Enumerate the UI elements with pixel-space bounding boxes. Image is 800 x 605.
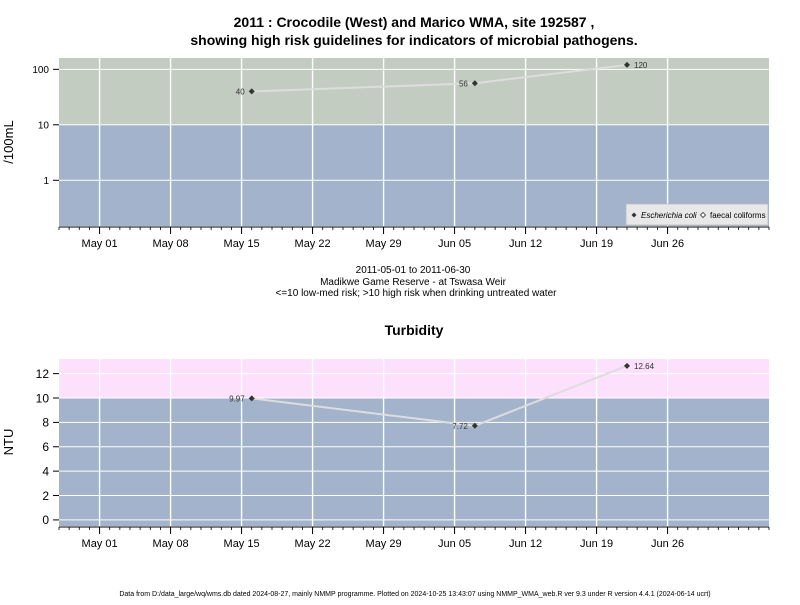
x-tick-label: May 15 [224, 538, 260, 550]
data-point [248, 88, 255, 95]
y-axis-label: /100mL [1, 120, 16, 163]
gridlines [59, 359, 769, 526]
x-tick-label: May 08 [153, 238, 189, 250]
legend-marker-faecal-coliforms [699, 211, 707, 219]
data-point [248, 395, 255, 402]
data-point [624, 362, 630, 369]
data-label: 56 [459, 79, 468, 88]
low-risk-band [59, 398, 769, 526]
data-label: 120 [634, 61, 648, 70]
data-label: 7.72 [452, 422, 468, 431]
y-tick-label: 12 [36, 367, 50, 381]
x-tick-label: Jun 05 [438, 238, 471, 250]
x-tick-label: May 15 [224, 238, 260, 250]
y-tick-label: 0 [42, 513, 49, 527]
data-point [624, 61, 630, 68]
y-axis-label: NTU [1, 429, 16, 456]
x-tick-label: May 22 [295, 238, 331, 250]
y-tick-label: 8 [42, 416, 49, 430]
y-axis-ticks: 1 10 100 [32, 65, 59, 187]
legend-label-escherichia-coli: Escherichia coli [641, 211, 697, 220]
series-turbidity: 9.97 7.72 12.64 [229, 362, 654, 431]
data-label: 9.97 [229, 394, 245, 403]
high-risk-band [59, 58, 769, 125]
site-caption: Madikwe Game Reserve - at Tswasa Weir [320, 277, 506, 288]
microbial-panel: May 01 May 08 May 15 May 22 May 29 Jun 05 Jun … [1, 58, 770, 250]
y-tick-label: 10 [36, 391, 50, 405]
y-tick-label: 4 [42, 464, 49, 478]
data-point [471, 422, 478, 429]
x-tick-label: May 01 [82, 538, 118, 550]
risk-caption: <=10 low-med risk; >10 high risk when dr… [276, 288, 558, 299]
data-label: 40 [236, 87, 245, 96]
x-tick-label: Jun 12 [509, 238, 542, 250]
x-tick-label: Jun 05 [438, 538, 471, 550]
x-tick-label: May 22 [295, 538, 331, 550]
x-tick-label: Jun 12 [509, 538, 542, 550]
x-tick-label: May 08 [153, 538, 189, 550]
date-range-caption: 2011-05-01 to 2011-06-30 [356, 265, 471, 276]
legend-label-faecal-coliforms: faecal coliforms [710, 211, 766, 220]
x-tick-label: Jun 26 [651, 238, 684, 250]
turbidity-panel: May 01 May 08 May 15 May 22 May 29 Jun 05 Jun … [1, 359, 770, 550]
data-point [471, 80, 478, 87]
x-tick-label: Jun 19 [580, 538, 613, 550]
footer-note: Data from D:/data_large/wq/wms.db dated … [119, 591, 710, 598]
y-tick-label: 10 [38, 120, 50, 131]
high-risk-band [59, 359, 769, 399]
x-tick-label: May 01 [82, 238, 118, 250]
legend: Escherichia coli faecal coliforms [625, 203, 769, 226]
chart-title-line2: showing high risk guidelines for indicat… [190, 32, 637, 48]
y-tick-label: 6 [42, 440, 49, 454]
x-tick-label: May 29 [366, 238, 402, 250]
x-tick-label: May 29 [366, 538, 402, 550]
turbidity-title: Turbidity [385, 322, 444, 338]
y-tick-label: 1 [43, 176, 49, 187]
series-escherichia-coli: 40 56 120 [236, 61, 648, 96]
y-tick-label: 2 [42, 489, 49, 503]
x-tick-label: Jun 26 [651, 538, 684, 550]
x-axis-ticks: May 01 May 08 May 15 May 22 May 29 Jun 05 Jun … [58, 227, 770, 250]
chart-title-line1: 2011 : Crocodile (West) and Marico WMA, … [234, 14, 595, 30]
legend-marker-escherichia-coli [631, 212, 637, 218]
y-tick-label: 100 [32, 65, 49, 76]
data-label: 12.64 [634, 362, 655, 371]
x-tick-label: Jun 19 [580, 238, 613, 250]
legend-box [625, 203, 769, 226]
y-axis-ticks: 0 2 4 6 8 10 12 [36, 367, 59, 527]
x-axis-ticks: May 01 May 08 May 15 May 22 May 29 Jun 05 Jun … [58, 527, 770, 550]
